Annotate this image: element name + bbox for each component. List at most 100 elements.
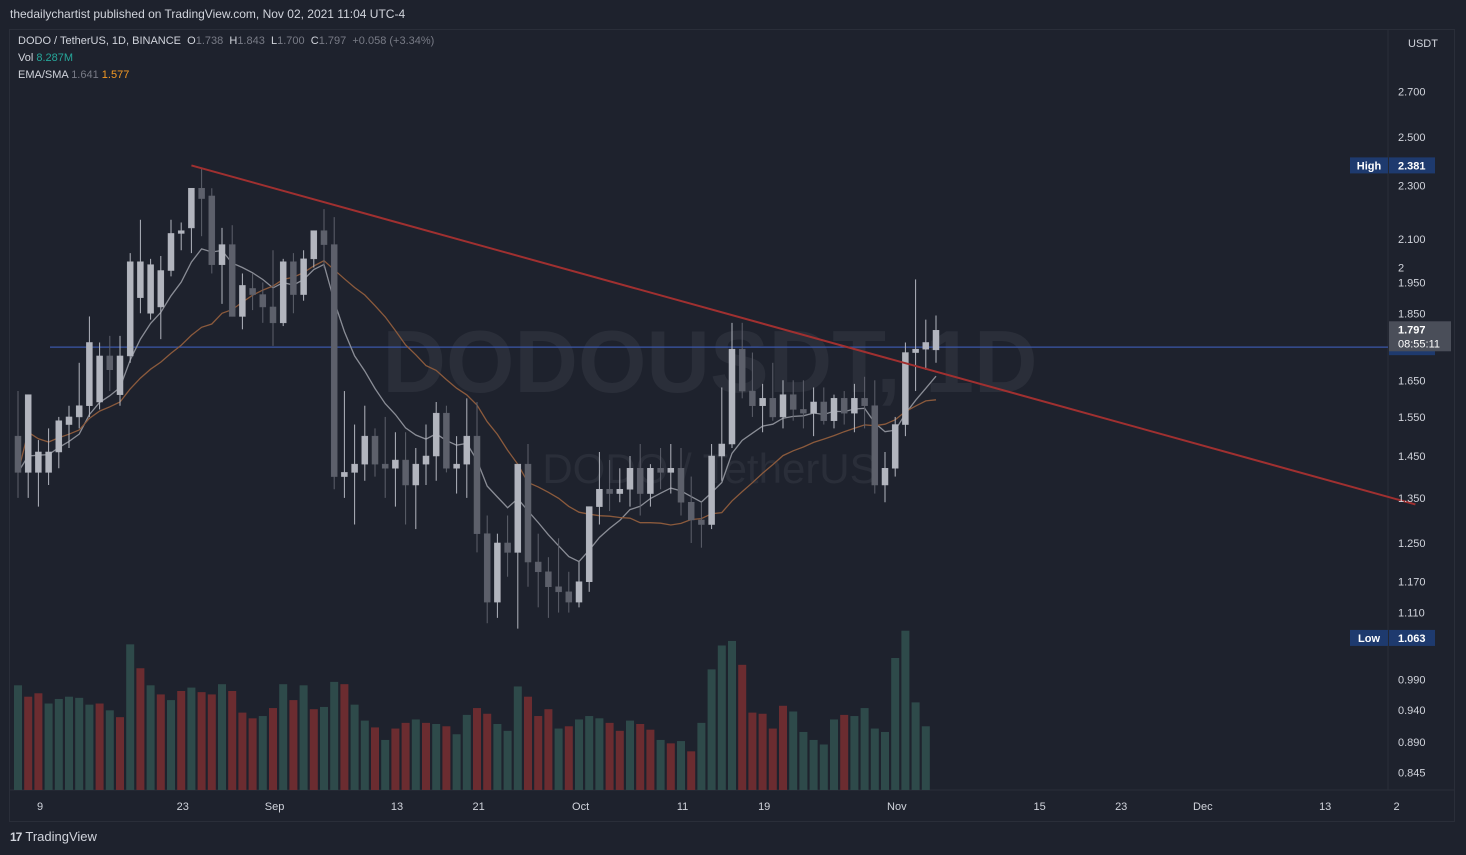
candle: [779, 380, 787, 429]
candle-body: [534, 561, 542, 573]
footer-brand[interactable]: 17 TradingView: [10, 829, 97, 844]
candle: [208, 188, 216, 274]
badge-label: Low: [1358, 633, 1380, 645]
volume-bar: [228, 691, 237, 790]
candle-body: [555, 586, 562, 593]
volume-bar: [289, 700, 298, 790]
legend-close-label: C: [310, 35, 319, 47]
candle: [392, 432, 399, 507]
candle-body: [463, 435, 471, 465]
volume-bar: [432, 724, 441, 790]
candle: [769, 362, 777, 421]
candle: [330, 217, 338, 490]
volume-bar: [646, 729, 655, 790]
volume-bar: [728, 640, 736, 790]
candle: [453, 436, 460, 494]
time-tick-label: Dec: [1193, 801, 1213, 813]
candle-body: [208, 195, 216, 265]
price-tick-label: 0.890: [1398, 737, 1426, 749]
candle-body: [759, 398, 766, 406]
time-axis[interactable]: 9 23 Sep 13 21 Oct 11 19 Nov 15 23 Dec 13 2: [37, 801, 1400, 813]
candle: [524, 444, 532, 587]
candle: [759, 383, 766, 433]
candle-body: [657, 468, 664, 473]
candle-body: [290, 261, 297, 295]
candle-body: [647, 468, 654, 494]
legend-high-label: H: [229, 35, 238, 47]
volume-bar: [636, 724, 645, 790]
candle-body: [106, 355, 114, 370]
volume-bar: [442, 726, 451, 790]
candle: [106, 335, 114, 392]
legend-ema-sma[interactable]: EMA/SMA 1.641 1.577: [18, 69, 129, 81]
trendline-layer[interactable]: [191, 164, 1416, 506]
candle: [96, 342, 103, 410]
candle-body: [524, 463, 532, 563]
legend-ema-value: 1.641: [71, 69, 99, 81]
legend-symbol[interactable]: DODO / TetherUS, 1D, BINANCE: [18, 35, 182, 47]
legend-low-label: L: [270, 35, 278, 47]
candle: [198, 168, 205, 237]
candle-body: [779, 394, 787, 418]
candle-body: [55, 420, 63, 453]
candle-body: [494, 542, 501, 603]
volume-bar: [167, 700, 175, 790]
candle: [75, 362, 83, 429]
candle-series: [14, 168, 940, 629]
candle: [249, 273, 256, 311]
volume-bar: [554, 728, 563, 790]
candle: [218, 227, 226, 304]
current-price-badge-bg: [1389, 321, 1451, 352]
candle: [810, 387, 817, 437]
volume-bar: [24, 696, 33, 790]
legend-volume[interactable]: Vol 8.287M: [18, 52, 73, 64]
candle: [912, 279, 919, 392]
legend-high: 1.843: [237, 35, 265, 47]
volume-bar: [748, 712, 757, 790]
time-tick-label: 21: [472, 801, 484, 813]
price-tick-label: 0.845: [1398, 767, 1426, 779]
candle-body: [218, 244, 226, 265]
candle: [137, 219, 144, 314]
candle: [861, 376, 868, 429]
candle: [279, 258, 287, 327]
candle-body: [616, 489, 624, 494]
candle-body: [861, 398, 868, 406]
legend-low: 1.700: [277, 35, 305, 47]
time-tick-label: Nov: [887, 801, 907, 813]
time-tick-label: 13: [391, 801, 403, 813]
badge-label-bg: [1350, 629, 1388, 646]
price-axis[interactable]: 2 2.700 2.500 2.300 2.100 1.950 1.850 1.650 1.55…: [1398, 38, 1438, 779]
candle: [381, 416, 389, 498]
candle: [432, 401, 440, 481]
candle: [443, 405, 450, 473]
candle-body: [75, 405, 83, 418]
volume-bar: [789, 711, 798, 790]
candle: [402, 432, 409, 525]
volume-bar: [75, 697, 84, 790]
chart-frame[interactable]: DODOUSDT, 1D DODO / TetherUS 2 2.700 2.500…: [9, 29, 1455, 822]
candle: [800, 380, 807, 429]
volume-bar: [758, 713, 767, 790]
volume-bar: [585, 716, 594, 790]
candle-body: [228, 244, 236, 317]
footer-brand-text: TradingView: [25, 829, 97, 844]
candle-body: [738, 348, 746, 392]
price-chart[interactable]: DODOUSDT, 1D DODO / TetherUS 22.7002.500…: [10, 30, 1454, 821]
candle-body: [188, 187, 195, 229]
candle: [626, 456, 634, 507]
legend-ema-label: EMA/SMA: [18, 69, 69, 81]
badge-value-bg: [1389, 629, 1435, 646]
candle-body: [677, 468, 685, 503]
candle-body: [402, 459, 409, 486]
candle-body: [361, 435, 369, 465]
volume-bar: [626, 720, 634, 790]
candle-body: [881, 468, 889, 486]
price-tick-label: 1.350: [1398, 493, 1426, 505]
volume-bar: [830, 719, 838, 790]
candle: [881, 451, 889, 503]
time-tick-label: 13: [1319, 801, 1331, 813]
volume-bar: [870, 728, 879, 790]
candle-body: [830, 398, 838, 421]
